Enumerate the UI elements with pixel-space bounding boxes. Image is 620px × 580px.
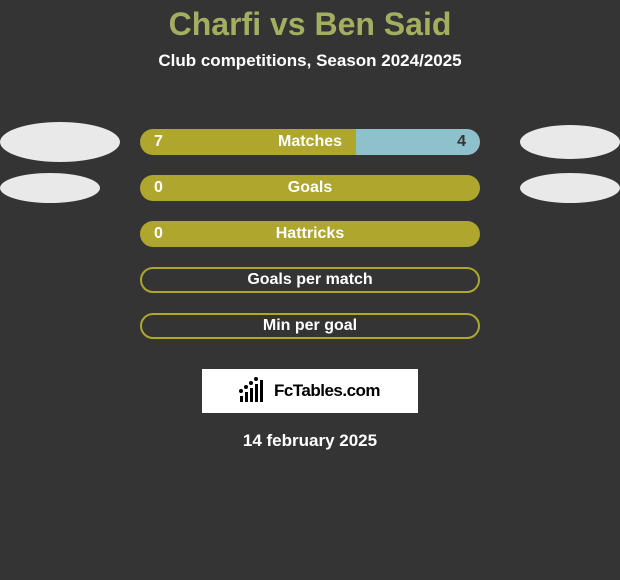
stat-pill: 0Goals (140, 175, 480, 201)
stat-row: 74Matches (0, 119, 620, 165)
date-label: 14 february 2025 (0, 431, 620, 451)
stat-label: Goals per match (142, 269, 478, 291)
right-segment: 4 (356, 129, 480, 155)
left-blob (0, 173, 100, 203)
stat-row: Min per goal (0, 303, 620, 349)
left-value: 7 (154, 133, 163, 151)
left-segment: 0 (140, 221, 480, 247)
stat-row: 0Hattricks (0, 211, 620, 257)
stat-row: 0Goals (0, 165, 620, 211)
left-segment: 0 (140, 175, 480, 201)
subtitle: Club competitions, Season 2024/2025 (0, 51, 620, 71)
stat-label: Min per goal (142, 315, 478, 337)
comparison-chart: 74Matches0Goals0HattricksGoals per match… (0, 119, 620, 349)
left-blob (0, 122, 120, 162)
right-value: 4 (457, 133, 466, 151)
stat-pill: 74Matches (140, 129, 480, 155)
right-blob (520, 125, 620, 159)
left-segment: 7 (140, 129, 356, 155)
page-title: Charfi vs Ben Said (0, 0, 620, 51)
stat-pill: Goals per match (140, 267, 480, 293)
stat-pill: Min per goal (140, 313, 480, 339)
chart-icon (240, 380, 268, 402)
logo-text: FcTables.com (274, 381, 380, 401)
left-value: 0 (154, 179, 163, 197)
right-blob (520, 173, 620, 203)
stat-row: Goals per match (0, 257, 620, 303)
logo-box: FcTables.com (202, 369, 418, 413)
stat-pill: 0Hattricks (140, 221, 480, 247)
left-value: 0 (154, 225, 163, 243)
